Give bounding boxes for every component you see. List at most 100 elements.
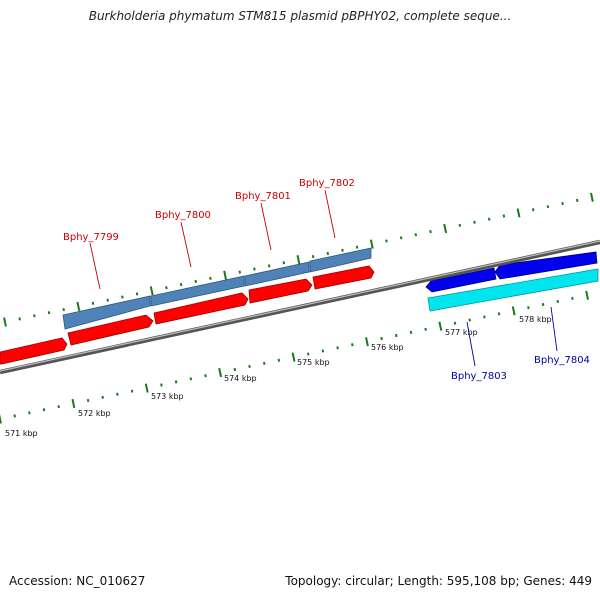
inner-minor-tick <box>321 349 325 353</box>
outer-minor-tick <box>531 208 535 212</box>
gene-label-bphy-7803[interactable]: Bphy_7803 <box>451 371 507 382</box>
gene-arrows <box>0 251 598 365</box>
cds-bar-2[interactable] <box>150 275 245 307</box>
outer-minor-tick <box>62 307 65 312</box>
outer-minor-tick <box>502 214 506 218</box>
inner-minor-tick <box>262 361 266 365</box>
outer-minor-tick <box>311 254 315 259</box>
scale-label-578: 578 kbp <box>519 315 552 324</box>
inner-minor-tick <box>160 383 163 387</box>
inner-major-tick <box>71 398 76 409</box>
inner-minor-tick <box>497 312 501 316</box>
outer-minor-tick <box>209 276 212 280</box>
gene-arrow-bphy-7801[interactable] <box>248 278 313 304</box>
outer-minor-tick <box>458 223 462 227</box>
inner-minor-tick <box>86 398 90 403</box>
outer-minor-tick <box>106 298 109 302</box>
outer-major-tick <box>149 286 154 296</box>
scale-label-576: 576 kbp <box>371 343 404 352</box>
outer-minor-tick <box>473 220 476 224</box>
inner-minor-tick <box>248 364 251 369</box>
cds-bar-4[interactable] <box>309 247 372 273</box>
gene-arrow-bphy-7802[interactable] <box>312 265 375 290</box>
gene-arrow-bphy-7804[interactable] <box>494 251 598 280</box>
outer-minor-tick <box>121 295 124 299</box>
inner-minor-tick <box>101 395 104 399</box>
cds-bar-1[interactable] <box>62 295 151 330</box>
outer-minor-tick <box>267 264 271 268</box>
inner-minor-tick <box>28 411 31 415</box>
inner-minor-tick <box>380 336 383 341</box>
outer-minor-tick <box>91 301 95 305</box>
outer-minor-tick <box>238 270 242 274</box>
scale-label-572: 572 kbp <box>78 409 111 418</box>
backbone <box>0 239 600 375</box>
inner-minor-tick <box>233 367 237 372</box>
gene-label-bphy-7799[interactable]: Bphy_7799 <box>63 232 119 243</box>
outer-minor-tick <box>546 205 550 209</box>
scale-labels: 571 kbp 572 kbp 573 kbp 574 kbp 575 kbp … <box>5 315 552 438</box>
scale-label-574: 574 kbp <box>224 374 257 383</box>
map-title: Burkholderia phymatum STM815 plasmid pBP… <box>88 9 512 23</box>
inner-minor-tick <box>556 299 559 303</box>
inner-minor-tick <box>395 333 398 338</box>
inner-major-tick <box>144 383 149 393</box>
scale-label-573: 573 kbp <box>151 392 184 401</box>
inner-minor-tick <box>204 374 207 378</box>
outer-minor-tick <box>253 267 256 271</box>
outer-major-tick <box>443 223 448 234</box>
outer-minor-tick <box>135 292 139 296</box>
inner-minor-tick <box>42 408 46 412</box>
topology-summary: Topology: circular; Length: 595,108 bp; … <box>285 574 592 588</box>
outer-minor-tick <box>385 239 388 243</box>
outer-minor-tick <box>399 236 403 240</box>
gene-arrow-bphy-7803[interactable] <box>425 267 497 293</box>
inner-major-tick <box>0 414 2 424</box>
gene-label-bphy-7804[interactable]: Bphy_7804 <box>534 355 590 366</box>
inner-minor-tick <box>571 296 574 301</box>
gene-arrow-bphy-7799[interactable] <box>67 314 154 346</box>
inner-minor-tick <box>336 346 339 350</box>
outer-minor-tick <box>414 233 418 237</box>
inner-major-tick <box>291 352 296 362</box>
scale-label-575: 575 kbp <box>297 358 330 367</box>
inner-minor-tick <box>424 327 427 331</box>
gene-labels: Bphy_7799 Bphy_7800 Bphy_7801 Bphy_7802 … <box>63 178 590 382</box>
inner-minor-tick <box>541 302 545 307</box>
inner-minor-tick <box>57 405 60 409</box>
inner-minor-tick <box>453 321 457 325</box>
outer-major-tick <box>369 239 374 249</box>
cds-bar-3[interactable] <box>244 261 310 287</box>
inner-minor-tick <box>116 392 119 396</box>
inner-major-tick <box>511 306 516 316</box>
outer-major-tick <box>590 192 594 202</box>
inner-major-tick <box>218 367 223 378</box>
outer-minor-tick <box>575 198 579 203</box>
cds-bar-5[interactable] <box>427 268 599 312</box>
outer-minor-tick <box>341 248 344 252</box>
outer-minor-tick <box>326 251 330 256</box>
inner-minor-tick <box>13 414 16 418</box>
gene-leaders <box>89 189 558 367</box>
gene-label-bphy-7802[interactable]: Bphy_7802 <box>299 178 355 189</box>
inner-tick-track <box>0 290 589 424</box>
inner-minor-tick <box>527 306 530 310</box>
outer-major-tick <box>223 270 227 280</box>
inner-minor-tick <box>130 389 134 393</box>
accession-text: Accession: NC_010627 <box>9 574 146 588</box>
inner-minor-tick <box>483 315 486 319</box>
inner-major-tick <box>438 321 443 331</box>
inner-minor-tick <box>409 330 413 335</box>
outer-minor-tick <box>18 317 21 321</box>
outer-major-tick <box>76 301 81 312</box>
gene-arrow-0[interactable] <box>0 337 68 365</box>
gene-label-bphy-7800[interactable]: Bphy_7800 <box>155 210 211 221</box>
gene-label-bphy-7801[interactable]: Bphy_7801 <box>235 191 291 202</box>
gene-arrow-bphy-7800[interactable] <box>153 292 249 325</box>
inner-minor-tick <box>189 377 193 381</box>
inner-major-tick <box>585 290 589 300</box>
outer-minor-tick <box>355 245 359 249</box>
outer-minor-tick <box>487 217 491 221</box>
outer-major-tick <box>3 317 7 327</box>
